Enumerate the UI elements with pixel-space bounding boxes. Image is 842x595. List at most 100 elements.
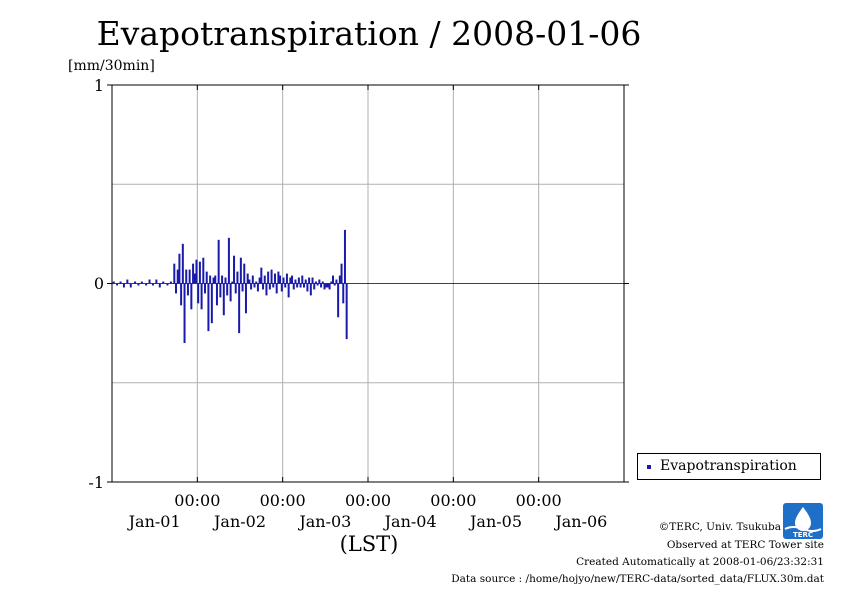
data-bar — [229, 283, 232, 302]
data-bar — [316, 283, 319, 286]
data-bar — [279, 275, 282, 284]
data-bar — [210, 283, 213, 324]
data-bar — [204, 283, 207, 294]
data-bar — [296, 283, 299, 288]
y-tick-label-zero: 0 — [94, 274, 104, 293]
data-bar — [314, 281, 317, 284]
data-bar — [193, 273, 196, 284]
data-bar — [342, 283, 345, 304]
data-bar — [212, 277, 215, 284]
data-bar — [321, 281, 324, 284]
data-bar — [275, 283, 278, 294]
data-bar — [267, 271, 270, 284]
footer-created: Created Automatically at 2008-01-06/23:3… — [576, 556, 824, 568]
data-bar — [181, 243, 184, 284]
data-bar — [224, 277, 227, 284]
data-bar — [214, 275, 217, 284]
data-bar — [241, 283, 244, 292]
data-bar — [217, 239, 220, 284]
footer-copyright: ©TERC, Univ. Tsukuba — [658, 521, 781, 533]
data-bar — [205, 271, 208, 284]
data-bar — [306, 283, 309, 292]
data-bar — [158, 283, 161, 288]
data-bar — [148, 279, 151, 284]
data-bar — [219, 283, 222, 298]
data-bar — [255, 281, 258, 284]
data-bar — [258, 277, 261, 284]
data-bar — [222, 283, 225, 316]
data-bar — [234, 283, 237, 294]
data-bar — [166, 283, 169, 286]
data-bar — [301, 275, 304, 284]
x-tick-label-date: Jan-06 — [553, 512, 607, 531]
data-bar — [291, 275, 294, 284]
data-bar — [333, 283, 336, 286]
data-bar — [309, 283, 312, 296]
data-bar — [207, 283, 210, 332]
data-bar — [284, 283, 287, 288]
data-bar — [119, 281, 122, 284]
x-tick-label-date: Jan-05 — [468, 512, 522, 531]
data-bar — [265, 283, 268, 296]
data-bar — [285, 273, 288, 284]
data-bar — [313, 283, 316, 290]
data-bar — [233, 255, 236, 284]
data-bar — [145, 283, 148, 286]
x-tick-label-date: Jan-01 — [127, 512, 181, 531]
data-bar — [248, 279, 251, 284]
data-bar — [238, 283, 241, 334]
data-bar — [239, 257, 242, 284]
data-bar — [151, 283, 154, 286]
data-bar — [122, 283, 125, 288]
data-bar — [231, 281, 234, 284]
data-bar — [345, 283, 348, 340]
data-bar — [246, 273, 249, 284]
legend-swatch — [647, 465, 651, 469]
data-bar — [343, 229, 346, 284]
footer-source: Data source : /home/hojyo/new/TERC-data/… — [451, 573, 824, 585]
data-bar — [236, 271, 239, 284]
data-bar — [270, 269, 273, 284]
data-bar — [169, 281, 172, 284]
data-bar — [209, 275, 212, 284]
data-bar — [178, 253, 181, 284]
data-bar — [337, 283, 340, 318]
data-bar — [251, 275, 254, 284]
data-bar — [200, 283, 203, 310]
x-tick-label-date: Jan-03 — [297, 512, 351, 531]
data-bar — [202, 257, 205, 284]
x-tick-label-time: 00:00 — [174, 491, 220, 510]
data-bar — [299, 283, 302, 288]
data-bar — [175, 283, 177, 294]
data-bar — [262, 283, 265, 290]
data-bar — [126, 279, 129, 284]
data-bar — [303, 283, 305, 288]
data-bar — [330, 281, 333, 284]
data-bar — [250, 283, 253, 290]
legend: Evapotranspiration — [637, 453, 821, 480]
data-bar — [183, 283, 186, 344]
data-bar — [338, 275, 341, 284]
data-bar — [297, 277, 300, 284]
x-tick-label-time: 00:00 — [260, 491, 306, 510]
data-bar — [280, 283, 283, 292]
x-tick-label-time: 00:00 — [516, 491, 562, 510]
data-bar — [292, 283, 295, 290]
data-bar — [268, 283, 271, 290]
data-bar — [263, 275, 266, 284]
data-bar — [188, 269, 191, 284]
x-tick-label-time: 00:00 — [430, 491, 476, 510]
chart-title: Evapotranspiration / 2008-01-06 — [97, 14, 642, 53]
data-bar — [243, 263, 246, 284]
data-bar — [272, 283, 275, 288]
data-bar — [308, 277, 311, 284]
data-bar — [176, 269, 179, 284]
data-bar — [287, 283, 290, 298]
data-bar — [180, 283, 183, 306]
data-bar — [185, 269, 188, 284]
data-bar — [253, 283, 256, 288]
data-bar — [186, 283, 189, 296]
data-bar — [215, 283, 218, 306]
data-bar — [328, 283, 331, 290]
data-bar — [277, 271, 280, 284]
